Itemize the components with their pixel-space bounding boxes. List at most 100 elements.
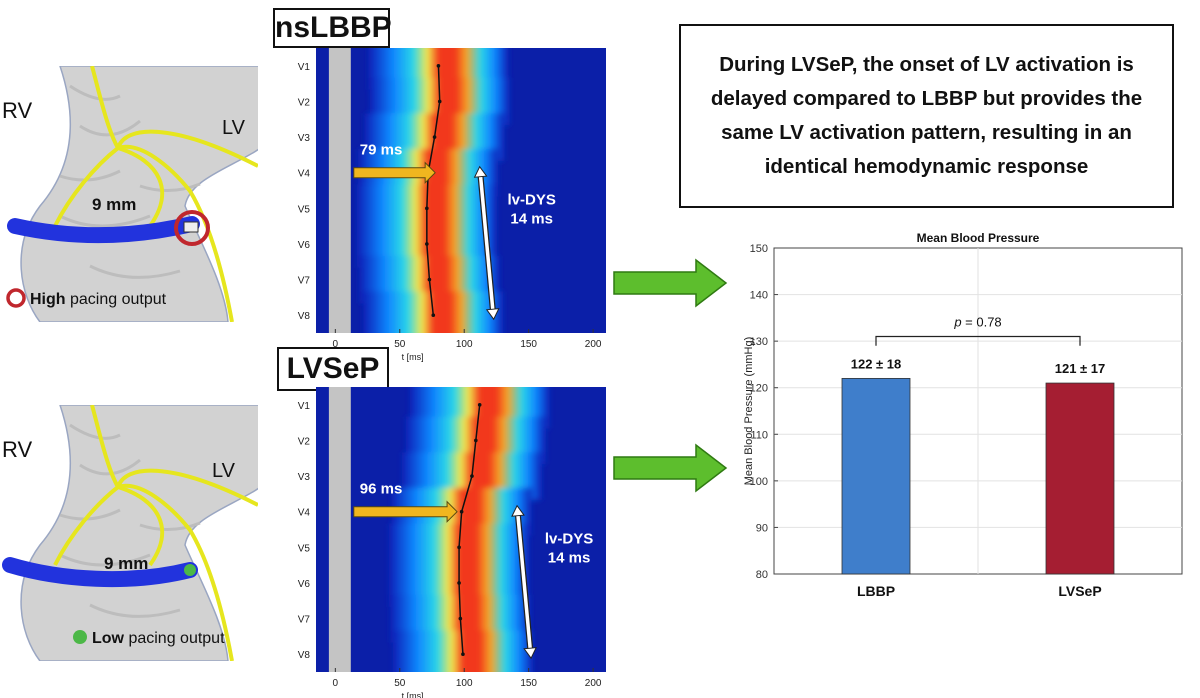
high-output-marker (174, 210, 210, 246)
anatomy-diagram-top: RV LV 9 mm High pacing output (2, 66, 258, 322)
svg-text:Low pacing output: Low pacing output (92, 630, 225, 647)
activation-point (458, 616, 463, 621)
lv-dys-value: 14 ms (548, 549, 591, 566)
activation-trace (426, 65, 441, 316)
x-axis-label: t [ms] (402, 352, 424, 362)
lv-dys-arrow (511, 504, 537, 660)
lead-label: V6 (298, 579, 311, 590)
y-tick-label: 80 (756, 569, 768, 581)
significance-bracket (875, 335, 1081, 346)
flow-arrow-bottom-icon (613, 443, 728, 493)
lead-label: V1 (298, 401, 311, 412)
lead-label: V5 (298, 204, 311, 215)
y-tick-label: 100 (750, 476, 768, 488)
stimulus-window (328, 48, 351, 333)
x-tick-label: 50 (394, 678, 406, 689)
y-axis-label: Mean Blood Pressure (mmHg) (743, 337, 755, 486)
activation-point (427, 277, 432, 282)
activation-point (459, 509, 464, 514)
lv-dys-label: lv-DYS (508, 191, 556, 208)
mean-blood-pressure-chart: Mean Blood Pressure 80 90 100 110 120 130 140 15… (743, 231, 1183, 599)
summary-box: During LVSeP, the onset of LV activation… (679, 24, 1174, 208)
summary-line-4: identical hemodynamic response (764, 155, 1089, 178)
lead-label: V7 (298, 276, 311, 287)
category-label: LBBP (857, 583, 895, 599)
p-value-annotation: p = 0.78 (953, 314, 1001, 329)
svg-text:High pacing output: High pacing output (30, 291, 167, 308)
lead-label: V4 (298, 508, 311, 519)
panel-title-lvsep: LVSeP (277, 347, 389, 391)
lv-dys-arrow (473, 165, 500, 321)
lead-label: V7 (298, 615, 311, 626)
y-tick-label: 130 (750, 336, 768, 348)
lv-dys-label: lv-DYS (545, 530, 593, 547)
rv-label: RV (2, 437, 32, 462)
septum-tissue (20, 66, 258, 322)
x-tick-label: 100 (456, 678, 473, 689)
activation-point (470, 474, 474, 478)
legend-dot-icon (73, 630, 87, 644)
activation-point (425, 206, 429, 211)
legend-ring-icon (6, 288, 26, 308)
category-label: LVSeP (1058, 583, 1101, 599)
onset-arrow (353, 500, 458, 523)
x-axis-label: t [ms] (402, 691, 424, 698)
flow-arrow-top-icon (613, 258, 728, 308)
onset-label: 96 ms (360, 481, 403, 498)
y-tick-label: 110 (750, 429, 768, 441)
x-tick-label: 200 (585, 678, 602, 689)
summary-line-3: same LV activation pattern, resulting in… (721, 121, 1132, 144)
distance-label: 9 mm (92, 195, 136, 214)
x-tick-label: 150 (520, 678, 537, 689)
x-tick-label: 200 (585, 339, 602, 350)
activation-point (436, 64, 441, 68)
lead-label: V6 (298, 240, 311, 251)
activation-heatmap-lvsep: V1 V2 V3 V4 V5 V6 V7 V8 0 50 100 150 200 t [ms] 96 ms l… (298, 387, 606, 698)
activation-point (432, 135, 437, 139)
lead-label: V5 (298, 543, 311, 554)
activation-point (425, 242, 429, 246)
activation-heatmap-nslbbp: V1 V2 V3 V4 V5 V6 V7 V8 0 50 100 150 200 t [ms] 79 ms l… (298, 48, 606, 362)
septum-tissue (20, 405, 258, 661)
onset-arrow (353, 161, 436, 184)
legend-rest: pacing output (124, 630, 225, 647)
activation-point (477, 403, 482, 407)
lead-label: V1 (298, 62, 311, 73)
y-tick-label: 150 (750, 243, 768, 255)
panel-title-nslbbp: nsLBBP (273, 8, 392, 48)
x-tick-label: 50 (394, 339, 406, 350)
x-tick-label: 150 (520, 339, 537, 350)
stimulus-window (328, 387, 351, 672)
y-tick-label: 90 (756, 522, 768, 534)
lead-label: V4 (298, 169, 311, 180)
summary-line-2: delayed compared to LBBP but provides th… (710, 87, 1143, 110)
legend-rest: pacing output (66, 291, 167, 308)
lead-label: V2 (298, 97, 311, 108)
low-output-marker (184, 564, 196, 576)
chart-title: Mean Blood Pressure (917, 231, 1040, 245)
rv-label: RV (2, 98, 32, 123)
y-tick-label: 120 (750, 383, 768, 395)
activation-point (457, 545, 461, 550)
activation-point (431, 313, 436, 317)
lv-label: LV (222, 117, 246, 139)
activation-point (457, 581, 461, 585)
bar-lvsep (1045, 382, 1115, 575)
lead-label: V8 (298, 650, 311, 661)
activation-point (461, 652, 465, 656)
lv-dys-value: 14 ms (510, 210, 553, 227)
legend-bold: Low (92, 630, 125, 647)
x-tick-label: 0 (333, 678, 339, 689)
x-tick-label: 0 (333, 339, 339, 350)
onset-label: 79 ms (360, 142, 403, 159)
conduction-bundle (53, 66, 258, 322)
bar-value-label: 122 ± 18 (851, 356, 902, 371)
lead-label: V2 (298, 436, 311, 447)
activation-point (474, 438, 478, 443)
bar-lbbp (841, 377, 911, 575)
lead-label: V8 (298, 311, 311, 322)
distance-label: 9 mm (104, 554, 148, 573)
bar-value-label: 121 ± 17 (1055, 361, 1106, 376)
y-tick-label: 140 (750, 290, 768, 302)
lead-label: V3 (298, 133, 311, 144)
